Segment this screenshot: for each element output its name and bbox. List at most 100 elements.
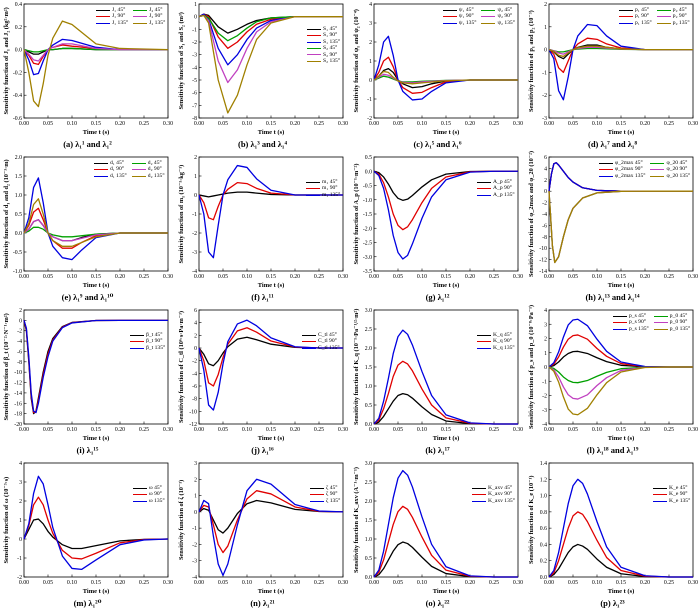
legend: K_axv 45° K_axv 90° K_axv 135°	[472, 485, 515, 504]
y-axis-label: Sensitivity function of m₁ (10⁻¹·kg⁻¹)	[178, 164, 185, 264]
series-line-2	[23, 319, 168, 414]
legend: J₁ 45° J₁ 90° J₁ 135° J₂ 45° J₂ 90° J₂ 135°	[96, 7, 165, 26]
y-tick-label: -20	[14, 422, 22, 428]
x-tick-label: 0.25	[314, 427, 324, 433]
y-tick-label: 2.0	[365, 346, 372, 352]
panel-caption: (p) λ₁²³	[600, 598, 625, 608]
x-tick-label: 0.25	[664, 580, 674, 586]
chart-svg-a: 0.00 0.05 0.10 0.15 0.20 0.25 0.30 -0.6 -0.4 -0.2…	[13, 2, 173, 136]
chart-svg-m: 0.00 0.05 0.10 0.15 0.20 0.25 0.30 -2 -1 0 1 2 3 4 Tim…	[17, 461, 173, 595]
y-tick-label: 1.0	[15, 193, 22, 199]
panel-caption: (k) λ₁¹⁷	[425, 445, 450, 455]
x-tick-label: 0.10	[67, 121, 77, 127]
legend-swatch	[133, 16, 148, 18]
legend: C_tl 45° C_tl 90° C_tl 135°	[302, 332, 340, 351]
y-tick-label: 2	[544, 2, 547, 8]
series-line-0	[373, 392, 518, 425]
legend-label: A_p 135°	[493, 191, 515, 198]
y-tick-label: 4	[369, 2, 372, 8]
x-tick-label: 0.30	[163, 121, 173, 127]
series-line-1	[373, 360, 518, 425]
legend: m₁ 45° m₁ 90° m₁ 135°	[306, 179, 340, 198]
x-tick-label: 0.25	[314, 274, 324, 280]
series-line-2	[373, 35, 518, 101]
legend-swatch	[443, 22, 457, 24]
series-line-5	[373, 70, 518, 85]
legend-swatch	[133, 9, 148, 11]
chart-panel-h: 0.00 0.05 0.10 0.15 0.20 0.25 0.30 -14 -12 -10 -8 -…	[525, 151, 700, 306]
y-tick-label: -4	[542, 422, 547, 428]
x-tick-label: 0.15	[616, 427, 626, 433]
x-tick-label: 0.25	[489, 580, 499, 586]
panel-caption: (e) λ₁⁹ and λ₁¹⁰	[61, 292, 114, 302]
x-tick-label: 0.30	[688, 427, 698, 433]
legend-item: ω 90°	[133, 491, 165, 497]
x-tick-label: 0.05	[393, 121, 403, 127]
legend: S₁ 45° S₁ 90° S₁ 135° S₂ 45° S₂ 90° S₂ 135°	[307, 26, 340, 64]
y-axis-label: Sensitivity function of J₁ and J₂ (kg²·m…	[3, 7, 10, 115]
legend-item: J₁ 45°	[96, 7, 128, 13]
x-tick-label: 0.25	[489, 427, 499, 433]
y-tick-label: -1	[542, 379, 547, 385]
legend-label: J₁ 45°	[112, 7, 126, 13]
legend-label: ψ₁ 90°	[459, 13, 474, 20]
legend-swatch	[133, 494, 147, 496]
legend-swatch	[307, 60, 321, 62]
legend-swatch	[131, 169, 146, 171]
legend-label: C_tl 135°	[318, 344, 340, 351]
legend-item: p₂ 135°	[656, 20, 690, 26]
legend-item: d₂ 90°	[131, 166, 165, 172]
x-tick-label: 0.25	[664, 427, 674, 433]
y-tick-label: -7	[192, 103, 197, 109]
legend-swatch	[477, 181, 491, 183]
x-tick-label: 0.20	[290, 580, 300, 586]
y-tick-label: 4	[544, 166, 547, 172]
legend-swatch	[472, 494, 486, 496]
legend-label: K_q 90°	[493, 338, 512, 345]
y-tick-label: -4	[192, 371, 197, 377]
y-tick-label: 0.0	[540, 575, 547, 581]
legend-label: ω 135°	[149, 497, 165, 504]
legend-label: K_q 45°	[493, 332, 512, 338]
x-tick-label: 0.00	[194, 121, 204, 127]
legend-swatch	[306, 194, 320, 196]
x-tick-label: 0.20	[465, 121, 475, 127]
legend-item: p_s 90°	[613, 319, 649, 325]
legend-item: p_s 135°	[613, 326, 649, 332]
y-tick-label: 0.5	[365, 155, 372, 161]
y-tick-label: -6	[17, 349, 22, 355]
legend-label: S₁ 45°	[323, 26, 338, 32]
y-axis-label: Sensitivity function of β_t (10⁻²·N⁻¹·m²…	[3, 313, 10, 421]
series-line-2	[548, 23, 693, 101]
legend-item: ω 45°	[133, 485, 165, 491]
legend-swatch	[656, 22, 671, 24]
legend-label: C_tl 45°	[318, 332, 337, 338]
y-axis-label: Sensitivity function of K_q (10⁻⁵·Pa⁻¹/²…	[353, 308, 360, 425]
series-line-0	[373, 170, 518, 201]
legend: K_e 45° K_e 90° K_e 135°	[653, 485, 690, 504]
legend: d₁ 45° d₁ 90° d₁ 135° d₂ 45° d₂ 90° d₂ 135°	[94, 160, 165, 179]
legend-swatch	[613, 328, 627, 330]
chart-svg-n: 0.00 0.05 0.10 0.15 0.20 0.25 0.30 -4 -3 -2 -1 0 1 2 3…	[192, 461, 348, 595]
series-line-5	[23, 198, 168, 247]
x-tick-label: 0.25	[314, 580, 324, 586]
y-tick-label: 4	[544, 308, 547, 314]
legend-swatch	[653, 328, 668, 330]
y-tick-label: -1	[192, 212, 197, 218]
y-tick-label: -0.5	[363, 184, 372, 190]
series-line-2	[198, 319, 343, 411]
legend-swatch	[443, 9, 457, 11]
y-tick-label: -3	[192, 559, 197, 565]
x-axis-label: Time t (s)	[83, 129, 110, 136]
x-tick-label: 0.00	[369, 121, 379, 127]
y-tick-label: 0.2	[15, 25, 22, 31]
y-tick-label: -8	[542, 235, 547, 241]
series-line-0	[373, 541, 518, 578]
legend-swatch	[96, 16, 110, 18]
series-line-2	[198, 164, 343, 259]
y-tick-label: 1	[194, 494, 197, 500]
x-tick-label: 0.00	[194, 274, 204, 280]
y-axis-label: Sensitivity function of p₁ and p₂ (10⁻³)	[528, 10, 535, 112]
x-tick-label: 0.15	[616, 580, 626, 586]
legend-label: β_t 45°	[146, 332, 163, 338]
